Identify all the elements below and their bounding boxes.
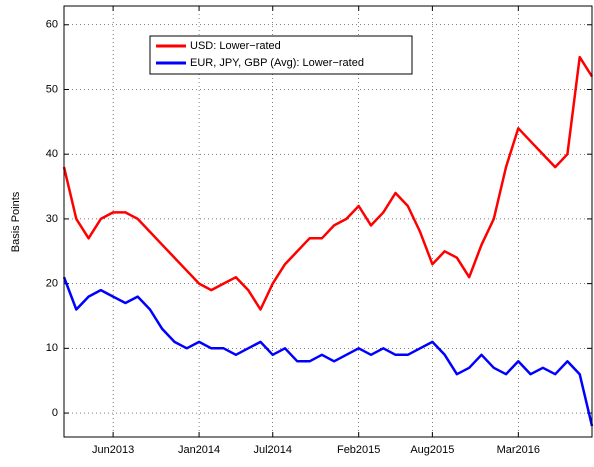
y-axis-label: Basis Points [10,191,22,252]
y-tick-label: 60 [46,19,58,31]
y-tick-label: 0 [52,407,58,419]
x-tick-label: Jan2014 [178,444,220,456]
x-tick-label: Aug2015 [410,444,454,456]
series-line [62,276,594,427]
x-tick-label: Mar2016 [497,444,540,456]
y-tick-label: 40 [46,148,58,160]
legend-box [149,35,413,75]
legend-label: USD: Lower−rated [190,40,281,52]
y-tick-label: 20 [46,278,58,290]
legend-label: EUR, JPY, GBP (Avg): Lower−rated [190,57,364,69]
x-tick-label: Feb2015 [337,444,380,456]
series-line [62,55,594,311]
y-tick-label: 50 [46,83,58,95]
x-tick-label: Jun2013 [92,444,134,456]
plot-area [64,6,592,437]
y-tick-label: 10 [46,342,58,354]
x-tick-label: Jul2014 [253,444,292,456]
y-tick-label: 30 [46,213,58,225]
plot-frame [63,5,593,438]
